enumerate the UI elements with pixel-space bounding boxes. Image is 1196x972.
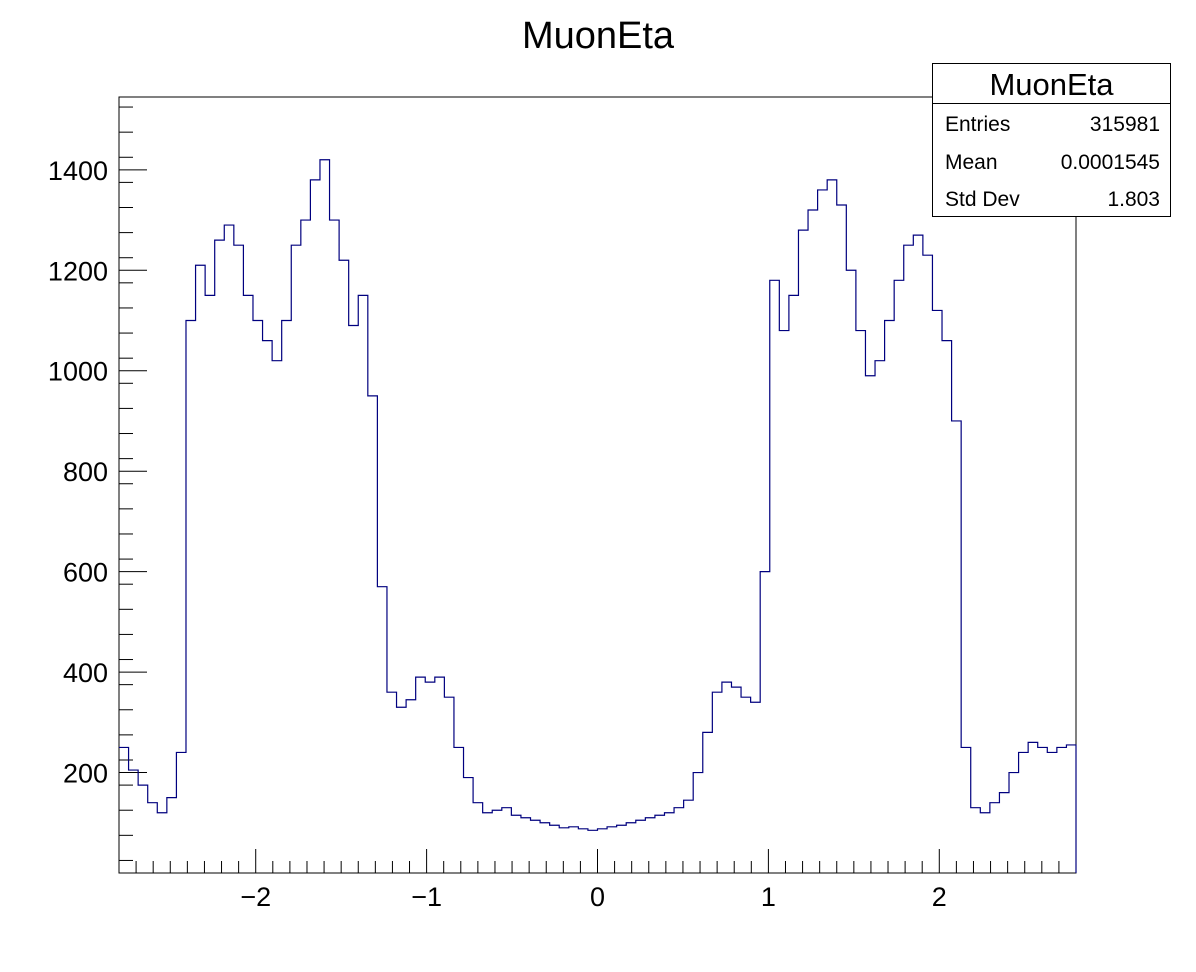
y-tick-label: 200 — [63, 759, 108, 789]
stats-row-mean: Mean 0.0001545 — [945, 148, 1160, 178]
x-tick-label: 0 — [590, 882, 605, 912]
x-axis: −2 −1 0 1 2 — [118, 849, 1077, 912]
stats-stddev-label: Std Dev — [945, 188, 1020, 211]
x-tick-label: −1 — [411, 882, 442, 912]
y-tick-label: 1200 — [48, 256, 108, 286]
stats-entries-label: Entries — [945, 113, 1011, 136]
stats-mean-value: 0.0001545 — [1060, 151, 1160, 174]
y-tick-label: 1400 — [48, 156, 108, 186]
stats-row-stddev: Std Dev 1.803 — [945, 185, 1160, 215]
y-tick-label: 1000 — [48, 357, 108, 387]
x-tick-label: 2 — [932, 882, 947, 912]
y-axis: 200 400 600 800 1000 1200 1400 — [48, 106, 147, 861]
stats-row-entries: Entries 315981 — [945, 110, 1160, 140]
y-tick-label: 400 — [63, 658, 108, 688]
x-tick-label: −2 — [240, 882, 271, 912]
histogram-line — [119, 159, 1077, 873]
stats-box-title: MuonEta — [933, 64, 1170, 104]
stats-box: MuonEta Entries 315981 Mean 0.0001545 St… — [932, 63, 1171, 217]
y-tick-label: 800 — [63, 457, 108, 487]
chart-title: MuonEta — [522, 15, 675, 57]
stats-mean-label: Mean — [945, 151, 998, 174]
stats-stddev-value: 1.803 — [1107, 188, 1160, 211]
stats-entries-value: 315981 — [1089, 113, 1160, 136]
x-tick-label: 1 — [761, 882, 776, 912]
y-tick-label: 600 — [63, 558, 108, 588]
